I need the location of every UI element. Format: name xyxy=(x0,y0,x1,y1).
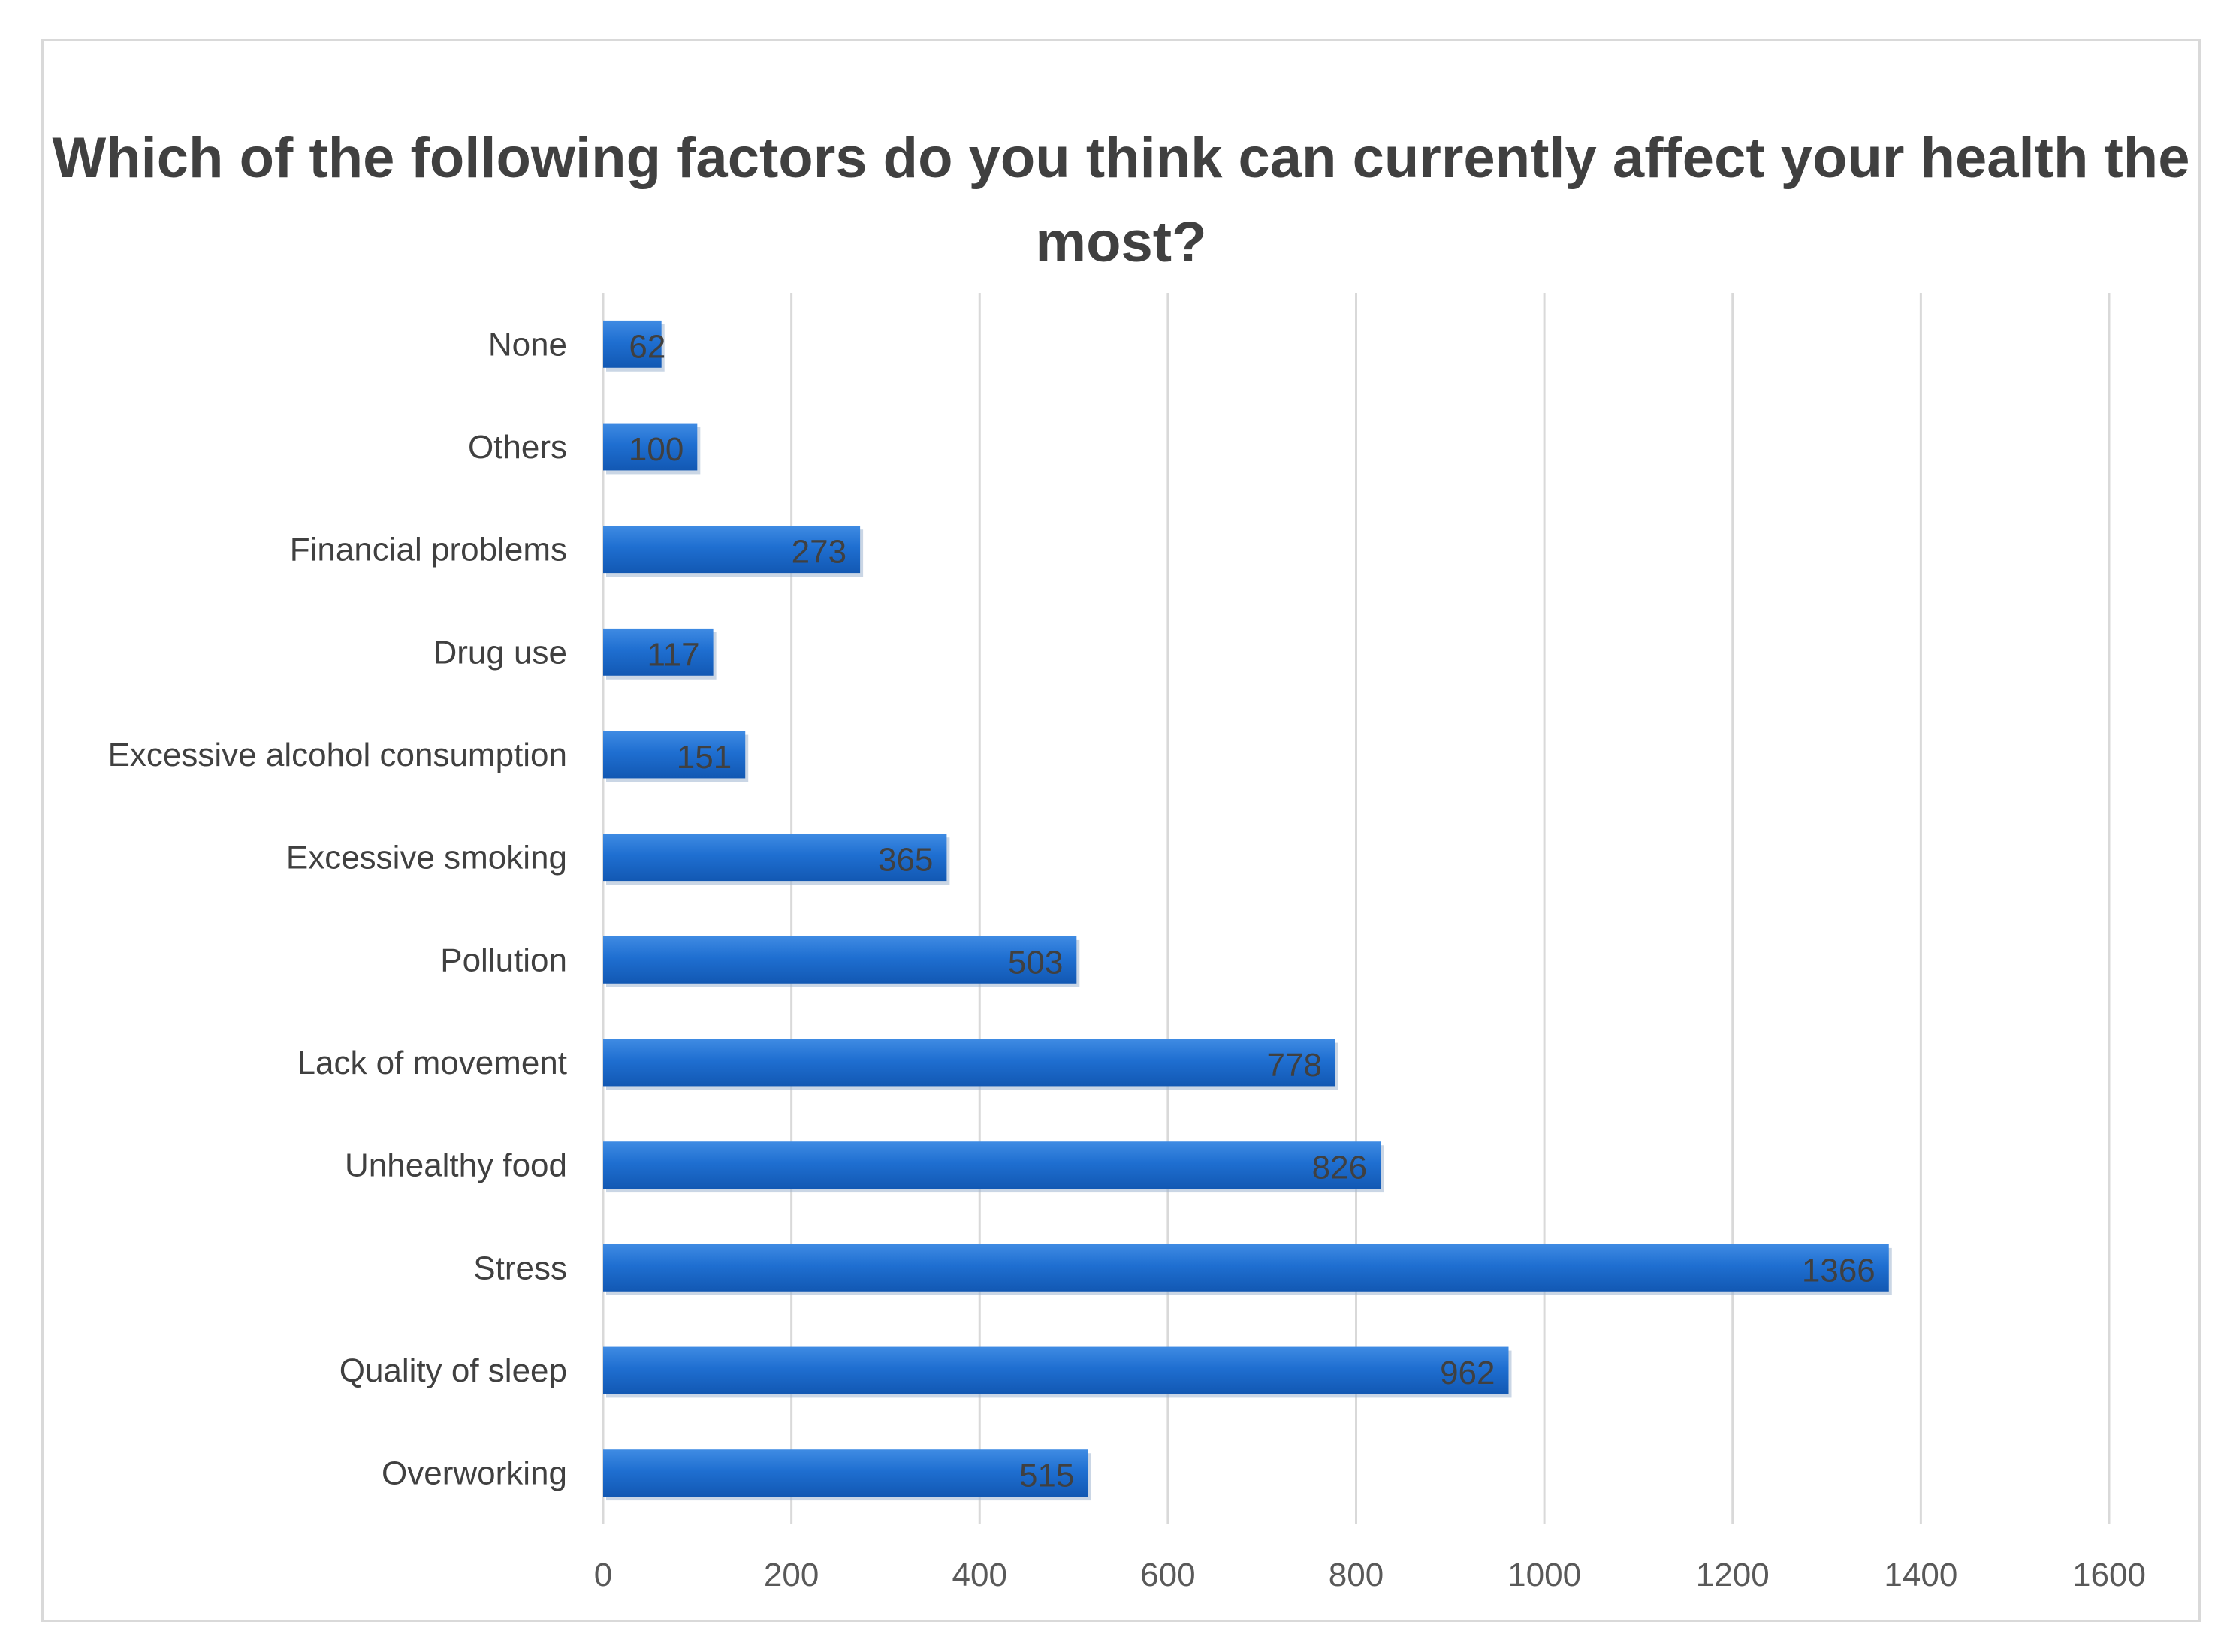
x-tick-label: 1400 xyxy=(1884,1557,1957,1593)
x-tick-label: 400 xyxy=(952,1557,1007,1593)
x-tick-label: 1600 xyxy=(2072,1557,2146,1593)
bar xyxy=(603,1039,1335,1087)
category-label: None xyxy=(488,326,567,363)
x-tick-label: 200 xyxy=(764,1557,819,1593)
category-label: Stress xyxy=(473,1250,567,1286)
bar xyxy=(603,526,861,574)
x-tick-label: 1000 xyxy=(1507,1557,1581,1593)
gridlines xyxy=(602,293,2111,1524)
chart-title: Which of the following factors do you th… xyxy=(52,126,2190,274)
bar xyxy=(603,1244,1889,1292)
bar xyxy=(603,1346,1509,1394)
bars xyxy=(603,320,1892,1501)
x-tick-label: 1200 xyxy=(1696,1557,1770,1593)
category-label: Others xyxy=(468,429,567,466)
category-label: Lack of movement xyxy=(297,1045,568,1081)
data-label: 503 xyxy=(1008,944,1063,981)
data-labels: 62 100 273 117 151 365 503 778 826 1366 962 515 xyxy=(629,328,1875,1494)
data-label: 117 xyxy=(647,636,699,673)
bar xyxy=(603,731,746,779)
x-tick-label: 0 xyxy=(594,1557,612,1593)
bar xyxy=(603,1449,1088,1497)
bar xyxy=(603,628,714,676)
bar xyxy=(603,834,947,882)
category-label: Excessive smoking xyxy=(286,840,567,876)
data-label: 1366 xyxy=(1802,1252,1875,1289)
data-label: 365 xyxy=(878,842,933,879)
category-label: Overworking xyxy=(382,1455,567,1492)
x-tick-label: 800 xyxy=(1329,1557,1384,1593)
bar xyxy=(603,1141,1381,1189)
category-labels: None Others Financial problems Drug use Exce… xyxy=(108,326,567,1491)
data-label: 100 xyxy=(629,431,684,468)
data-label: 273 xyxy=(792,534,846,571)
category-label: Unhealthy food xyxy=(345,1147,567,1184)
data-label: 826 xyxy=(1312,1150,1367,1186)
data-label: 62 xyxy=(629,328,665,365)
category-label: Quality of sleep xyxy=(339,1352,567,1389)
category-label: Excessive alcohol consumption xyxy=(108,737,567,773)
bar xyxy=(603,320,662,368)
data-label: 151 xyxy=(677,739,732,776)
category-label: Financial problems xyxy=(290,532,567,568)
bar xyxy=(603,936,1077,984)
data-label: 778 xyxy=(1267,1047,1322,1084)
data-label: 515 xyxy=(1019,1458,1074,1494)
data-label: 962 xyxy=(1440,1355,1495,1391)
category-label: Drug use xyxy=(433,634,567,671)
x-tick-label: 600 xyxy=(1140,1557,1195,1593)
x-axis-tick-labels: 0 200 400 600 800 1000 1200 1400 1600 xyxy=(594,1557,2146,1593)
category-label: Pollution xyxy=(440,942,567,978)
bar xyxy=(603,423,698,471)
